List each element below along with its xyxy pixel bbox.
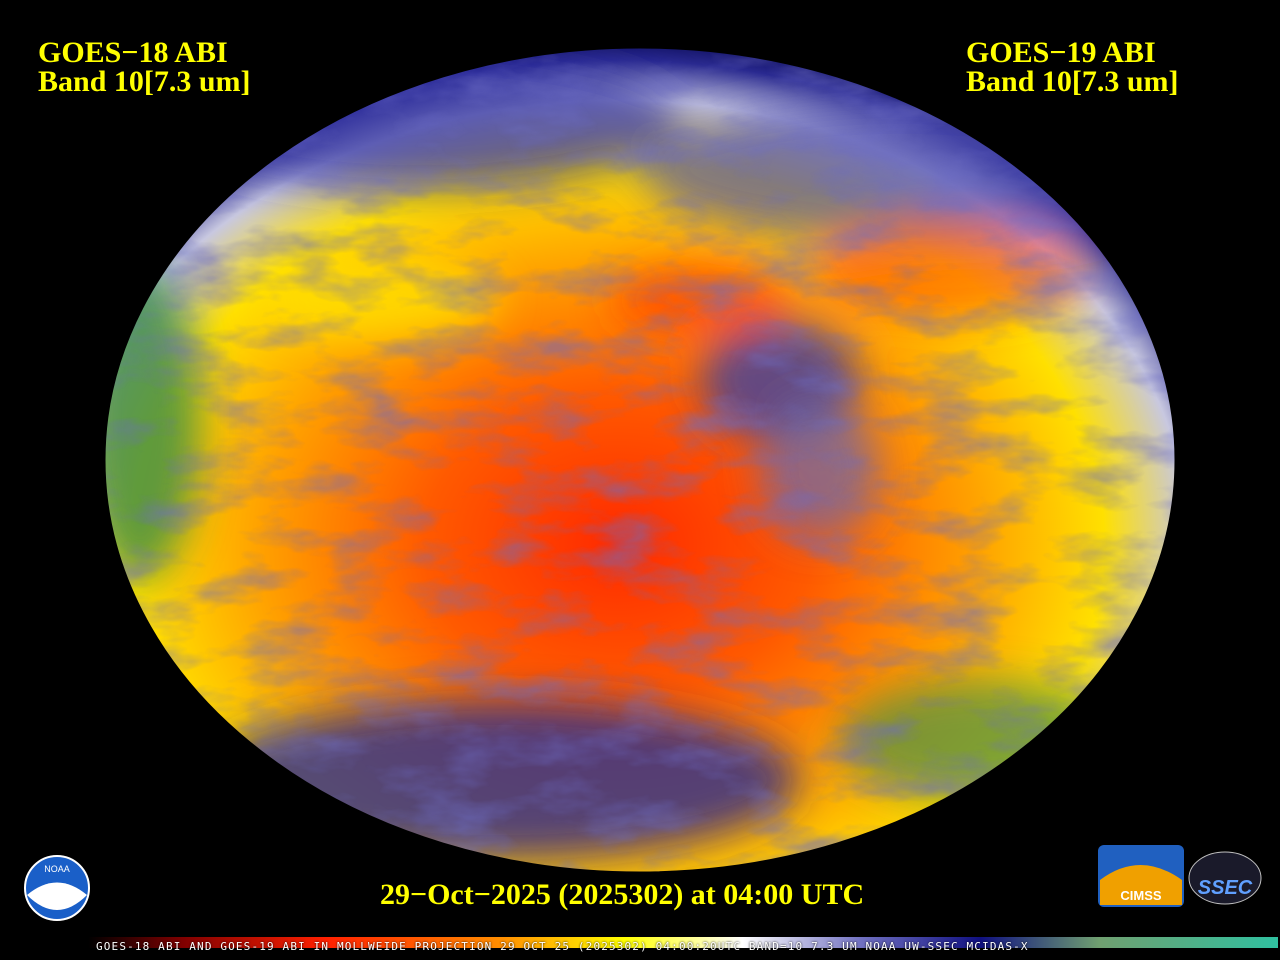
ssec-label: SSEC bbox=[1198, 877, 1253, 899]
timestamp: 29−Oct−2025 (2025302) at 04:00 UTC bbox=[380, 878, 865, 911]
noaa-label: NOAA bbox=[44, 864, 70, 874]
globe-outline bbox=[104, 47, 1176, 873]
left-satellite: GOES−18 ABI bbox=[38, 36, 228, 69]
ssec-logo: SSEC bbox=[1188, 851, 1262, 905]
noaa-logo: NOAA bbox=[24, 855, 90, 921]
left-band: Band 10[7.3 um] bbox=[38, 65, 251, 98]
right-satellite: GOES−19 ABI bbox=[966, 36, 1156, 69]
cimss-label: CIMSS bbox=[1120, 888, 1162, 903]
right-band: Band 10[7.3 um] bbox=[966, 65, 1179, 98]
cimss-logo: CIMSS bbox=[1098, 845, 1184, 907]
footer-caption: GOES-18 ABI AND GOES-19 ABI IN MOLLWEIDE… bbox=[96, 940, 1029, 953]
color-bar bbox=[88, 937, 1278, 948]
